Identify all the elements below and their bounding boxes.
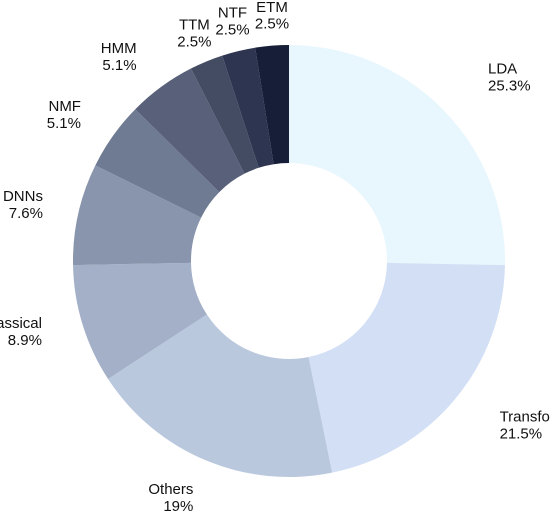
slice-label-ttm: TTM 2.5% bbox=[177, 16, 211, 50]
slice-label-others: Others 19% bbox=[148, 481, 193, 513]
slice-transformer bbox=[308, 262, 505, 473]
slice-lda bbox=[289, 45, 505, 266]
slice-label-ntf: NTF 2.5% bbox=[215, 5, 249, 39]
slice-label-etm: ETM 2.5% bbox=[255, 0, 289, 33]
slice-name: NMF bbox=[48, 98, 81, 115]
slice-ttm bbox=[190, 55, 259, 174]
slice-label-dnns: DNNs 7.6% bbox=[3, 188, 43, 222]
slice-percent: 5.1% bbox=[102, 57, 136, 74]
slice-name: HMM bbox=[101, 40, 137, 57]
slice-name: TTM bbox=[179, 16, 210, 33]
slice-label-hmm: HMM 5.1% bbox=[101, 40, 137, 74]
slice-percent: 2.5% bbox=[177, 33, 211, 50]
slice-name: LDA bbox=[488, 60, 517, 77]
slice-percent: 2.5% bbox=[215, 22, 249, 39]
slice-label-classical: Classical8.9% bbox=[0, 315, 42, 349]
slice-dnns bbox=[72, 165, 202, 266]
slice-label-transformer: Transformer21.5% bbox=[500, 409, 550, 443]
donut-slices bbox=[72, 45, 505, 477]
slice-percent: 2.5% bbox=[255, 16, 289, 33]
slice-percent: 19% bbox=[163, 498, 193, 513]
slice-name: DNNs bbox=[3, 188, 43, 205]
slice-hmm bbox=[135, 68, 245, 193]
slice-etm bbox=[255, 45, 289, 165]
slice-classical bbox=[73, 262, 207, 380]
slice-nmf bbox=[95, 109, 220, 218]
slice-name: ETM bbox=[256, 0, 288, 16]
slice-label-nmf: NMF 5.1% bbox=[47, 98, 81, 132]
slice-name: Others bbox=[148, 481, 193, 498]
slice-name: Transformer bbox=[500, 409, 550, 426]
slice-name: Classical bbox=[0, 315, 42, 332]
slice-label-lda: LDA 25.3% bbox=[488, 60, 531, 94]
slice-percent: 7.6% bbox=[9, 205, 43, 222]
slice-ntf bbox=[222, 47, 274, 168]
slice-name: NTF bbox=[218, 5, 247, 22]
slice-others bbox=[108, 314, 333, 477]
slice-percent: 5.1% bbox=[47, 115, 81, 132]
slice-percent: 8.9% bbox=[8, 332, 42, 349]
slice-percent: 25.3% bbox=[488, 77, 531, 94]
slice-percent: 21.5% bbox=[500, 426, 543, 443]
